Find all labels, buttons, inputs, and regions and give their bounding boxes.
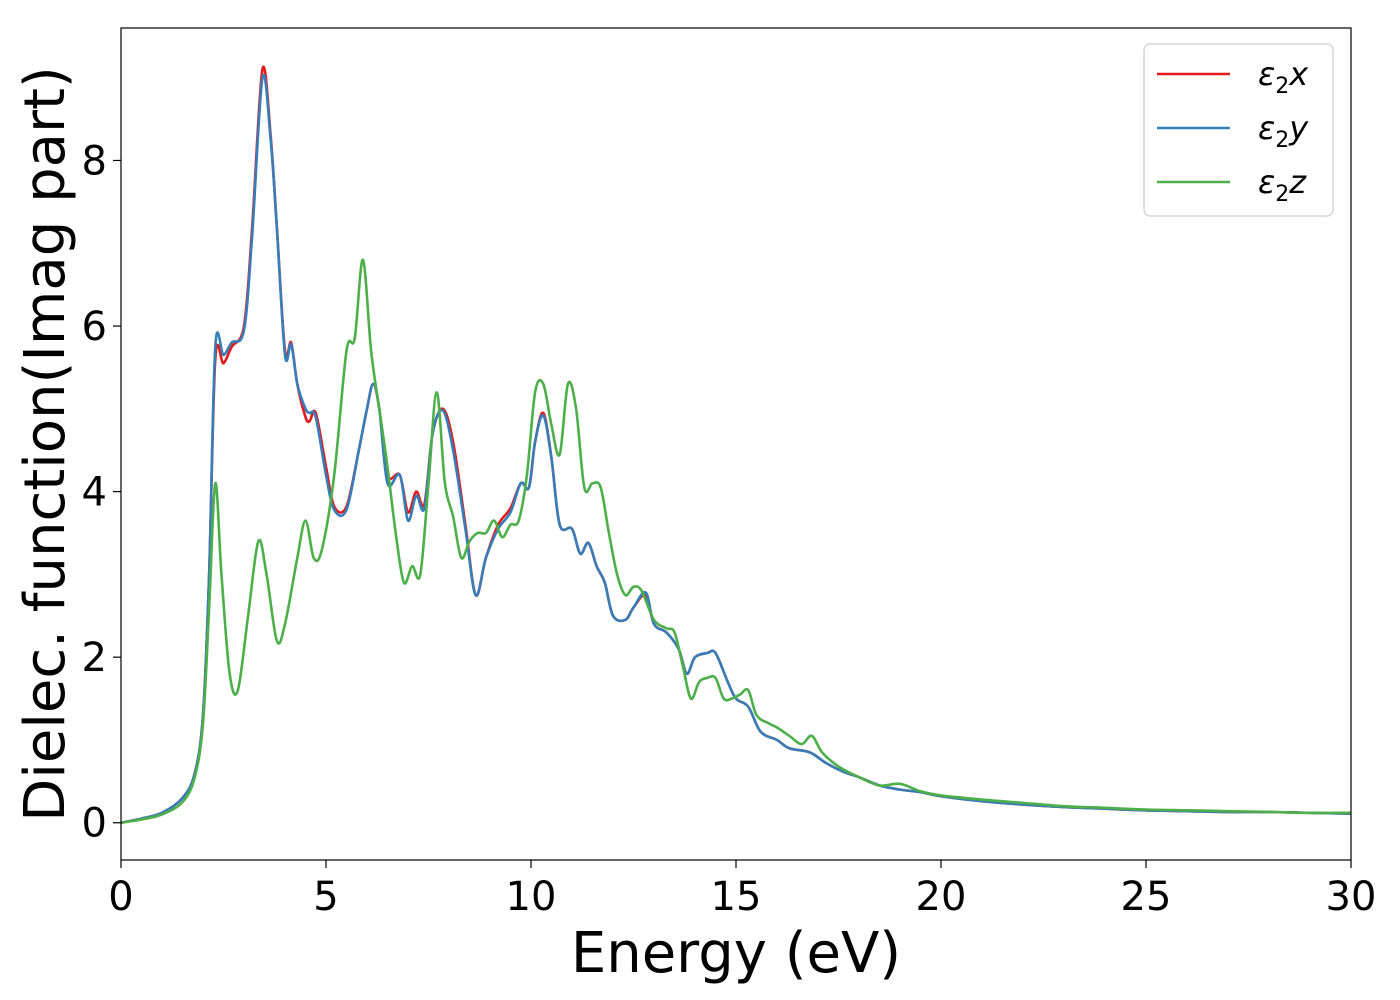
series-line-y	[121, 73, 1351, 825]
y-tick-label: 0	[82, 801, 107, 847]
legend: ε2x ε2y ε2z	[1143, 43, 1334, 217]
x-tick-label: 20	[916, 874, 967, 920]
x-tick-label: 30	[1326, 874, 1377, 920]
x-axis-label: Energy (eV)	[571, 921, 901, 986]
x-axis: 0 5 10 15 20 25 30	[108, 860, 1376, 920]
series-line-z	[121, 258, 1351, 825]
y-tick-label: 2	[82, 635, 107, 681]
series-layer	[121, 65, 1351, 825]
y-axis-label: Dielec. function(Imag part)	[13, 66, 78, 822]
legend-label: ε2z	[1258, 163, 1307, 207]
legend-label: ε2y	[1258, 109, 1309, 153]
legend-box	[1143, 43, 1334, 217]
x-tick-label: 25	[1121, 874, 1172, 920]
x-tick-label: 0	[108, 874, 133, 920]
x-tick-label: 5	[313, 874, 338, 920]
y-tick-label: 4	[82, 470, 107, 516]
x-tick-label: 10	[506, 874, 557, 920]
y-axis: 0 2 4 6 8	[82, 138, 121, 847]
y-tick-label: 8	[82, 138, 107, 184]
x-tick-label: 15	[711, 874, 762, 920]
legend-label: ε2x	[1258, 55, 1309, 99]
y-tick-label: 6	[82, 304, 107, 350]
